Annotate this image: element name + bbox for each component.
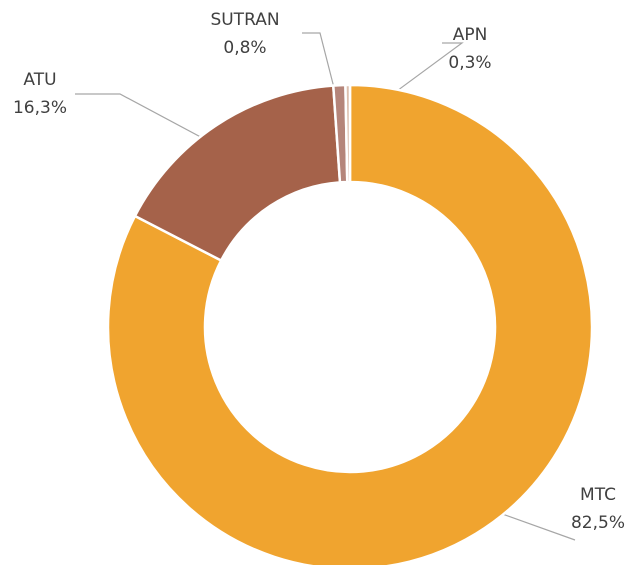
category-label: MTC	[580, 485, 616, 505]
category-label: ATU	[23, 70, 56, 90]
donut-slice	[106, 83, 594, 565]
category-label: APN	[453, 25, 488, 45]
value-label: 0,3%	[448, 53, 491, 73]
value-label: 0,8%	[223, 38, 266, 58]
donut-slice	[133, 84, 342, 263]
category-label: SUTRAN	[210, 10, 279, 30]
value-label: 16,3%	[13, 98, 67, 118]
donut-slice	[344, 83, 352, 184]
value-label: 82,5%	[571, 513, 625, 533]
